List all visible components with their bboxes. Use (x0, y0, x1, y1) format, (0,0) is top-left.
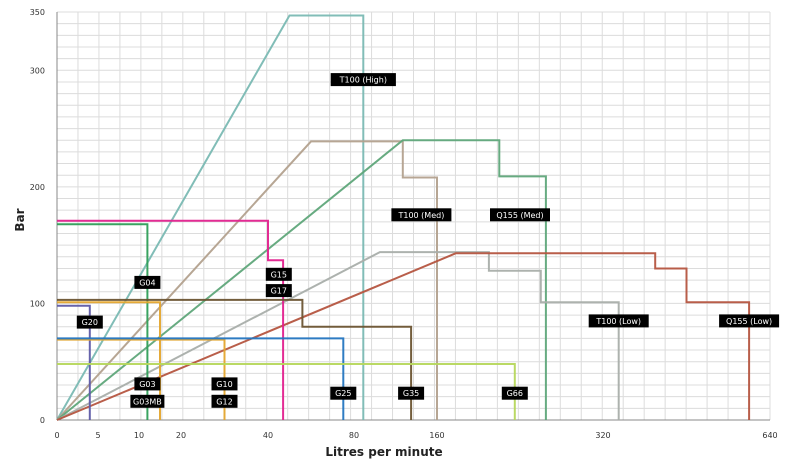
series-label-text: G10 (216, 380, 232, 389)
series-line (57, 338, 226, 420)
axes (56, 12, 770, 421)
series-line (57, 363, 516, 420)
series-label-text: G17 (271, 287, 287, 296)
series-label-text: G25 (335, 389, 351, 398)
series-label: Q155 (Low) (719, 314, 780, 328)
series-label: G15 (265, 267, 292, 281)
y-tick-label: 300 (30, 66, 45, 75)
series-line (56, 251, 620, 421)
series-label: G10 (211, 377, 238, 391)
series-label: G12 (211, 394, 238, 408)
series-layer (56, 14, 751, 421)
series-label: G66 (501, 386, 528, 400)
x-tick-label: 160 (429, 431, 444, 440)
x-axis-title: Litres per minute (325, 445, 442, 459)
series-label-text: G15 (271, 270, 287, 279)
x-tick-label: 320 (595, 431, 610, 440)
x-tick-label: 40 (263, 431, 273, 440)
series-label: G04 (134, 275, 161, 289)
series-label: T100 (Med) (391, 208, 452, 222)
x-tick-label: 5 (95, 431, 100, 440)
grid (57, 11, 771, 420)
x-tick-label: 640 (762, 431, 777, 440)
series-label-text: G03 (139, 380, 155, 389)
series-label-text: Q155 (Med) (496, 211, 543, 220)
series-line (56, 14, 365, 421)
series-label: G20 (76, 315, 103, 329)
x-tick-label: 20 (176, 431, 186, 440)
series-label-text: G04 (139, 278, 155, 287)
series-label-text: G03MB (133, 397, 162, 406)
y-axis-title: Bar (13, 208, 27, 231)
series-label-text: T100 (High) (339, 76, 387, 85)
label-layer: T100 (High) T100 (Med) Q155 (Med) T100 (Low… (76, 73, 780, 408)
series-label: G25 (330, 386, 357, 400)
series-label: G35 (398, 386, 425, 400)
series-label-text: Q155 (Low) (726, 317, 772, 326)
series-line (57, 337, 345, 420)
series-line (57, 219, 285, 420)
x-tick-label: 0 (54, 431, 59, 440)
series-label-text: G66 (507, 389, 523, 398)
x-tick-label: 10 (134, 431, 144, 440)
series-label: T100 (Low) (588, 314, 649, 328)
series-line (56, 140, 438, 421)
series-line (57, 298, 413, 420)
series-label-text: G20 (82, 318, 98, 327)
series-label-text: G35 (403, 389, 419, 398)
y-tick-label: 200 (30, 183, 45, 192)
tick-layer: 0 5 10 20 40 80 160 320 640 0 100 200 300 350 (30, 8, 778, 440)
series-line (57, 223, 149, 420)
series-label-text: G12 (216, 397, 232, 406)
y-tick-label: 350 (30, 8, 45, 17)
series-label-text: T100 (Med) (397, 211, 444, 220)
series-line (57, 304, 91, 420)
series-label: Q155 (Med) (490, 208, 550, 222)
series-label: G17 (265, 284, 292, 298)
series-label-text: T100 (Low) (595, 317, 641, 326)
series-label: T100 (High) (330, 73, 396, 87)
y-tick-label: 100 (30, 299, 45, 308)
series-label: G03 (134, 377, 161, 391)
x-tick-label: 80 (349, 431, 359, 440)
y-tick-label: 0 (40, 416, 45, 425)
series-line (56, 252, 751, 421)
series-label: G03MB (130, 394, 165, 408)
